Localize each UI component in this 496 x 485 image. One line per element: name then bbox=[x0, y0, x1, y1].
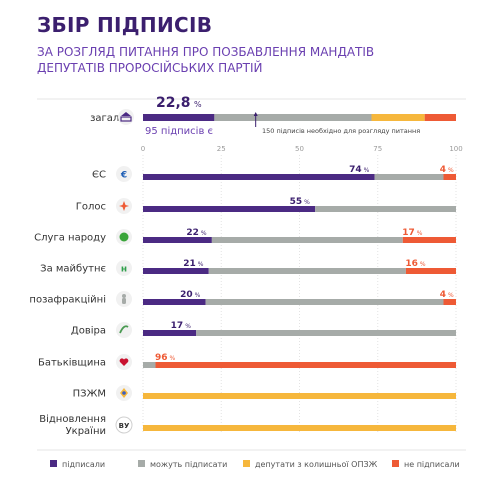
threshold-note: 150 підписів необхідно для розгляду пита… bbox=[262, 127, 420, 135]
legend-swatch bbox=[243, 460, 250, 467]
row-bar-seg-3 bbox=[443, 174, 456, 180]
future-party-icon: н bbox=[121, 265, 127, 275]
row-bar-seg-0 bbox=[143, 237, 212, 243]
summary-bar-seg-1 bbox=[214, 114, 372, 121]
summary-bar-seg-3 bbox=[424, 114, 456, 121]
not-signed-data-label: 16 bbox=[405, 259, 418, 269]
signed-data-label: 55 bbox=[290, 197, 303, 207]
parliament-icon-roof bbox=[121, 112, 131, 116]
summary-big-value: 22,8 bbox=[156, 95, 191, 111]
signed-data-label-unit: % bbox=[195, 292, 201, 299]
row-label: ПЗЖМ bbox=[73, 389, 106, 400]
signed-data-label: 22 bbox=[186, 228, 199, 238]
not-signed-data-label: 4 bbox=[440, 165, 446, 175]
row-bar-seg-1 bbox=[196, 330, 456, 336]
row-bar-seg-1 bbox=[315, 206, 456, 212]
row-label: Батьківщина bbox=[38, 357, 106, 369]
row-label: позафракційні bbox=[29, 294, 106, 306]
legend-label: можуть підписати bbox=[150, 460, 227, 469]
es-party-icon-bg bbox=[116, 166, 132, 182]
summary-label: загалом bbox=[90, 113, 133, 124]
signed-data-label: 17 bbox=[171, 321, 184, 331]
dovira-party-icon-bg bbox=[116, 322, 132, 338]
x-tick-label: 50 bbox=[295, 145, 304, 153]
row-bar-seg-1 bbox=[205, 299, 444, 305]
x-tick-label: 75 bbox=[373, 145, 382, 153]
signed-data-label: 21 bbox=[183, 259, 196, 269]
not-signed-data-label-unit: % bbox=[420, 261, 426, 268]
pzzhm-party-icon-center bbox=[122, 391, 126, 395]
subtitle-line-1: ЗА РОЗГЛЯД ПИТАННЯ ПРО ПОЗБАВЛЕННЯ МАНДА… bbox=[37, 45, 375, 59]
future-party-icon-bg bbox=[116, 260, 132, 276]
threshold-arrow-icon bbox=[253, 112, 258, 116]
signed-data-label-unit: % bbox=[201, 230, 207, 237]
signed-data-label: 20 bbox=[180, 290, 193, 300]
row-bar-seg-0 bbox=[143, 174, 375, 180]
row-label: ЄС bbox=[92, 170, 106, 181]
row-label: Голос bbox=[76, 202, 106, 213]
dovira-party-icon bbox=[119, 325, 129, 334]
not-signed-data-label-unit: % bbox=[417, 230, 423, 237]
row-bar-seg-3 bbox=[402, 237, 456, 243]
row-label: За майбутнє bbox=[40, 264, 106, 275]
row-bar-seg-1 bbox=[143, 362, 156, 368]
signed-data-label-unit: % bbox=[185, 323, 191, 330]
row-bar-seg-0 bbox=[143, 206, 316, 212]
holos-party-icon bbox=[119, 201, 129, 211]
not-signed-data-label-unit: % bbox=[448, 292, 454, 299]
legend-swatch bbox=[392, 460, 399, 467]
parliament-icon bbox=[120, 116, 132, 122]
not-signed-data-label: 4 bbox=[440, 290, 446, 300]
subtitle-line-2: ДЕПУТАТІВ ПРОРОСІЙСЬКИХ ПАРТІЙ bbox=[37, 61, 263, 75]
row-bar-seg-3 bbox=[443, 299, 456, 305]
legend-swatch bbox=[50, 460, 57, 467]
batkivshchyna-party-icon bbox=[119, 358, 129, 366]
vu-party-icon: ВУ bbox=[119, 422, 130, 430]
row-label: Довіра bbox=[71, 325, 106, 337]
row-bar-seg-0 bbox=[143, 299, 206, 305]
summary-signed-note: 95 підписів є bbox=[145, 125, 213, 137]
x-tick-label: 0 bbox=[141, 145, 145, 153]
independent-icon bbox=[122, 298, 126, 304]
row-label: Відновлення bbox=[39, 413, 106, 425]
signed-data-label: 74 bbox=[349, 165, 362, 175]
signed-data-label-unit: % bbox=[198, 261, 204, 268]
summary-bar-seg-0 bbox=[143, 114, 215, 121]
legend-swatch bbox=[138, 460, 145, 467]
not-signed-data-label: 96 bbox=[155, 353, 168, 363]
es-party-icon: € bbox=[120, 171, 127, 181]
x-tick-label: 25 bbox=[217, 145, 226, 153]
legend-label: депутати з колишньої ОПЗЖ bbox=[255, 460, 378, 469]
not-signed-data-label: 17 bbox=[402, 228, 415, 238]
row-bar-seg-0 bbox=[143, 268, 209, 274]
signed-data-label-unit: % bbox=[364, 167, 370, 174]
summary-bar-seg-2 bbox=[371, 114, 425, 121]
row-label: України bbox=[66, 426, 106, 437]
row-bar-seg-0 bbox=[143, 330, 197, 336]
row-bar-seg-1 bbox=[211, 237, 403, 243]
servant-party-icon bbox=[119, 232, 129, 242]
legend-label: підписали bbox=[62, 460, 105, 469]
signed-data-label-unit: % bbox=[304, 199, 310, 206]
row-bar-seg-2 bbox=[143, 393, 456, 399]
row-bar-seg-2 bbox=[143, 425, 456, 431]
legend-label: не підписали bbox=[404, 460, 460, 469]
independent-icon-head bbox=[122, 294, 126, 298]
row-bar-seg-1 bbox=[374, 174, 444, 180]
row-label: Слуга народу bbox=[34, 233, 106, 244]
page-title: ЗБІР ПІДПИСІВ bbox=[37, 13, 213, 37]
row-bar-seg-3 bbox=[155, 362, 456, 368]
summary-big-value-unit: % bbox=[194, 100, 202, 109]
not-signed-data-label-unit: % bbox=[170, 355, 176, 362]
x-tick-label: 100 bbox=[449, 145, 462, 153]
row-bar-seg-3 bbox=[405, 268, 456, 274]
vu-party-icon-ring bbox=[115, 416, 133, 434]
not-signed-data-label-unit: % bbox=[448, 167, 454, 174]
row-bar-seg-1 bbox=[208, 268, 406, 274]
